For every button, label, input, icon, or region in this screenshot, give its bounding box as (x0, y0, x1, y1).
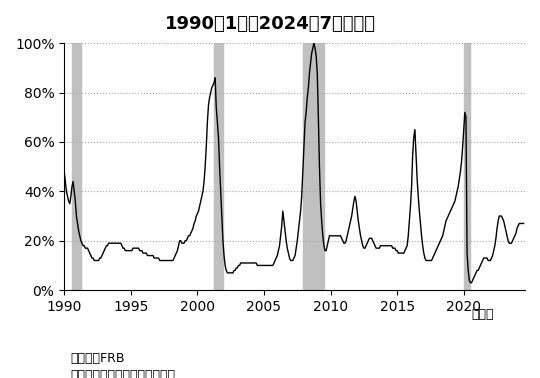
Bar (303, 43, 324, 290)
Bar (214, 43, 223, 290)
Text: （出所）FRB: （出所）FRB (70, 352, 125, 364)
Text: （年）: （年） (471, 308, 494, 321)
Text: 1990年1月～2024年7月、月次: 1990年1月～2024年7月、月次 (165, 15, 375, 33)
Text: （注）網掛け部分は景気後退期: （注）網掛け部分は景気後退期 (70, 369, 175, 378)
Bar (464, 43, 470, 290)
Bar (72, 43, 81, 290)
